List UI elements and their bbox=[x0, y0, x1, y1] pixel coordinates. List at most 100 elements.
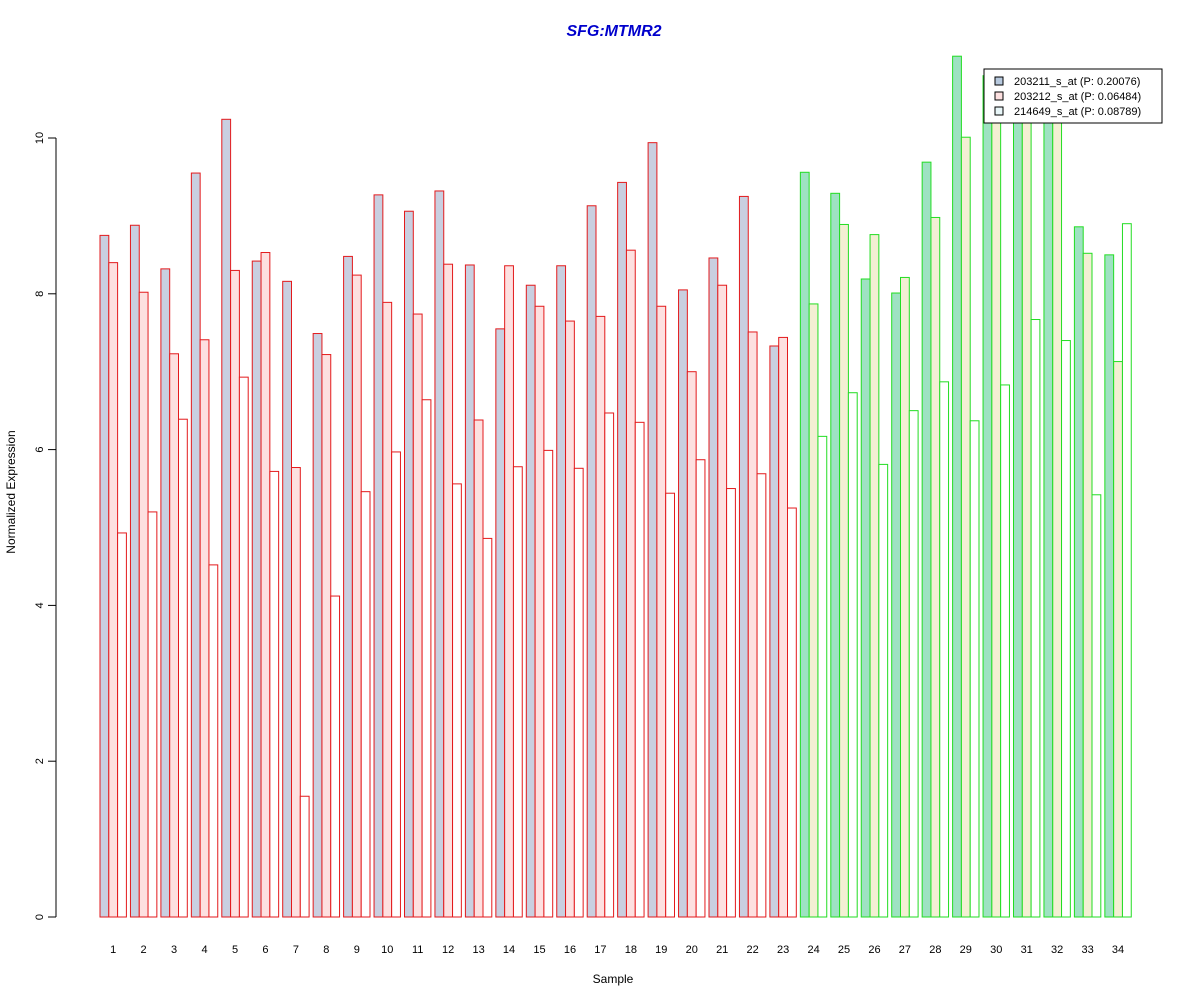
x-tick-label: 7 bbox=[293, 944, 299, 956]
bar-sample-2-series-3 bbox=[147, 511, 158, 918]
legend: 203211_s_at (P: 0.20076) 203212_s_at (P: … bbox=[983, 68, 1163, 124]
x-tick-label: 22 bbox=[746, 944, 758, 956]
bar-sample-27-series-1 bbox=[891, 292, 902, 918]
y-tick-label: 0 bbox=[34, 914, 46, 920]
x-tick-label: 24 bbox=[807, 944, 819, 956]
bar-sample-20-series-2 bbox=[686, 371, 697, 918]
bar-sample-20-series-1 bbox=[678, 289, 688, 918]
bar-sample-7-series-3 bbox=[299, 795, 310, 918]
x-tick-label: 13 bbox=[472, 944, 484, 956]
bar-sample-25-series-1 bbox=[830, 192, 841, 918]
bar-sample-21-series-2 bbox=[717, 284, 728, 918]
bar-sample-4-series-2 bbox=[199, 339, 210, 918]
x-tick-label: 15 bbox=[533, 944, 545, 956]
bar-sample-34-series-2 bbox=[1113, 361, 1123, 918]
x-tick-label: 28 bbox=[929, 944, 941, 956]
bar-sample-5-series-1 bbox=[221, 118, 232, 918]
bar-sample-19-series-3 bbox=[665, 492, 676, 918]
y-tick-label: 4 bbox=[34, 602, 46, 608]
bar-sample-14-series-2 bbox=[504, 265, 514, 918]
legend-swatch-2 bbox=[994, 91, 1004, 101]
bar-sample-25-series-2 bbox=[839, 223, 849, 918]
x-axis-labels: 1 2 3 4 5 6 7 8 9 10 11 12 13 14 15 16 17 18 19 20 21 22 23 24 2… bbox=[110, 944, 1124, 956]
bar-sample-1-series-2 bbox=[108, 262, 119, 918]
bar-sample-15-series-3 bbox=[543, 449, 554, 918]
bar-sample-2-series-2 bbox=[138, 291, 149, 918]
x-tick-label: 6 bbox=[262, 944, 268, 956]
bar-sample-30-series-3 bbox=[1000, 384, 1010, 918]
bar-sample-2-series-1 bbox=[129, 224, 140, 918]
bar-sample-18-series-3 bbox=[634, 421, 645, 918]
bar-sample-23-series-3 bbox=[787, 507, 797, 918]
y-tick-label: 10 bbox=[34, 132, 46, 144]
bar-sample-13-series-3 bbox=[482, 537, 493, 918]
bar-sample-22-series-2 bbox=[747, 331, 758, 918]
y-tick-label: 8 bbox=[34, 291, 46, 297]
bar-sample-34-series-1 bbox=[1104, 254, 1115, 918]
legend-label-3: 214649_s_at (P: 0.08789) bbox=[1014, 106, 1141, 118]
y-tick-label: 6 bbox=[34, 447, 46, 453]
bar-sample-1-series-3 bbox=[117, 532, 127, 918]
bar-sample-13-series-1 bbox=[464, 264, 475, 918]
bar-sample-24-series-2 bbox=[808, 303, 819, 918]
bar-sample-5-series-3 bbox=[238, 376, 249, 918]
x-tick-label: 19 bbox=[655, 944, 667, 956]
bar-sample-18-series-2 bbox=[625, 249, 636, 918]
bar-sample-31-series-1 bbox=[1013, 71, 1023, 918]
legend-label-2: 203212_s_at (P: 0.06484) bbox=[1014, 91, 1141, 103]
bar-sample-28-series-2 bbox=[930, 216, 941, 918]
bar-sample-28-series-1 bbox=[921, 161, 932, 918]
bar-sample-16-series-3 bbox=[573, 467, 584, 918]
bar-sample-26-series-2 bbox=[869, 234, 880, 918]
bar-sample-17-series-3 bbox=[604, 412, 615, 918]
x-tick-label: 5 bbox=[232, 944, 238, 956]
x-tick-label: 30 bbox=[990, 944, 1002, 956]
bar-sample-15-series-1 bbox=[525, 284, 536, 918]
bar-sample-10-series-2 bbox=[382, 301, 393, 918]
bar-sample-16-series-2 bbox=[565, 320, 575, 918]
y-axis-label: Normalized Expression bbox=[4, 430, 18, 553]
x-tick-label: 16 bbox=[564, 944, 576, 956]
bar-sample-26-series-1 bbox=[860, 278, 871, 918]
bar-sample-15-series-2 bbox=[534, 305, 545, 918]
bar-sample-12-series-1 bbox=[434, 190, 445, 918]
bar-sample-17-series-2 bbox=[595, 315, 606, 918]
bar-sample-8-series-2 bbox=[321, 354, 332, 918]
bar-sample-5-series-2 bbox=[230, 269, 240, 918]
bar-sample-21-series-3 bbox=[726, 488, 736, 918]
bar-sample-27-series-2 bbox=[900, 276, 910, 918]
bar-sample-7-series-1 bbox=[282, 280, 293, 918]
bar-sample-21-series-1 bbox=[708, 257, 719, 918]
bar-sample-33-series-3 bbox=[1091, 494, 1102, 918]
bar-sample-9-series-3 bbox=[360, 491, 371, 918]
x-tick-label: 34 bbox=[1112, 944, 1124, 956]
bar-sample-13-series-2 bbox=[473, 419, 484, 918]
x-tick-label: 3 bbox=[171, 944, 177, 956]
bar-sample-6-series-2 bbox=[260, 252, 271, 918]
y-tick-label: 2 bbox=[34, 758, 46, 764]
bar-sample-30-series-1 bbox=[982, 75, 993, 918]
x-tick-label: 29 bbox=[960, 944, 972, 956]
bar-sample-33-series-1 bbox=[1073, 226, 1084, 918]
bar-sample-3-series-3 bbox=[178, 418, 188, 918]
bar-sample-32-series-3 bbox=[1061, 340, 1071, 918]
bar-sample-9-series-2 bbox=[351, 274, 362, 918]
x-tick-label: 32 bbox=[1051, 944, 1063, 956]
x-tick-label: 2 bbox=[141, 944, 147, 956]
bar-sample-12-series-2 bbox=[443, 263, 454, 918]
bar-sample-19-series-2 bbox=[656, 305, 667, 918]
x-tick-label: 14 bbox=[503, 944, 515, 956]
bar-sample-23-series-1 bbox=[769, 345, 780, 918]
bar-sample-8-series-3 bbox=[330, 595, 341, 918]
x-tick-label: 10 bbox=[381, 944, 393, 956]
x-tick-label: 27 bbox=[899, 944, 911, 956]
bar-sample-26-series-3 bbox=[878, 463, 889, 918]
bar-sample-23-series-2 bbox=[778, 336, 789, 918]
x-tick-label: 11 bbox=[412, 944, 423, 956]
x-tick-label: 8 bbox=[323, 944, 329, 956]
y-axis: 0 2 4 6 8 10 bbox=[34, 132, 57, 920]
bar-sample-31-series-2 bbox=[1021, 90, 1032, 918]
bar-sample-14-series-3 bbox=[512, 466, 523, 918]
chart-title: SFG:MTMR2 bbox=[566, 23, 661, 40]
x-tick-label: 25 bbox=[838, 944, 850, 956]
